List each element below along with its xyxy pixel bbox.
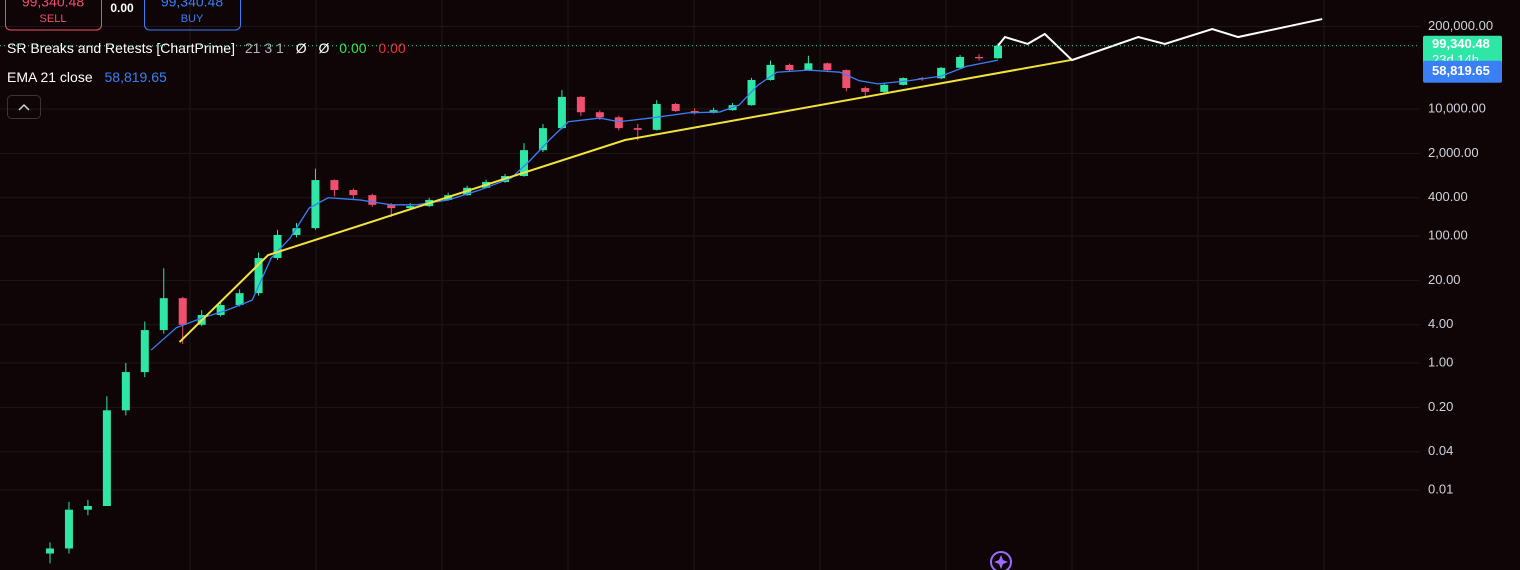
- y-tick-label: 0.20: [1428, 399, 1453, 414]
- indicator-legend[interactable]: SR Breaks and Retests [ChartPrime] 21 3 …: [7, 40, 406, 56]
- candle-body: [614, 117, 623, 129]
- assistant-button[interactable]: [990, 551, 1012, 570]
- y-tick-label: 1.00: [1428, 354, 1453, 369]
- y-tick-label: 0.01: [1428, 481, 1453, 496]
- spread: 0.00: [110, 1, 134, 15]
- indicator-name: EMA 21 close: [7, 69, 93, 85]
- candle-body: [159, 298, 168, 331]
- y-tick-label: 100.00: [1428, 227, 1468, 242]
- candle-body: [519, 150, 528, 177]
- indicator-name: SR Breaks and Retests [ChartPrime]: [7, 40, 235, 56]
- candle-body: [140, 330, 149, 373]
- candle-body: [45, 548, 54, 554]
- candle-body: [785, 64, 794, 71]
- line-series: [997, 18, 1323, 62]
- indicator-legend[interactable]: EMA 21 close 58,819.65: [7, 69, 167, 85]
- candle-body: [576, 96, 585, 113]
- candle-body: [83, 506, 92, 510]
- ema-label: 58,819.65: [1432, 63, 1490, 78]
- y-tick-label: 4.00: [1428, 316, 1453, 331]
- candle-body: [861, 88, 870, 92]
- y-tick-label: 20.00: [1428, 272, 1461, 287]
- indicator-params: 21 3 1: [245, 40, 284, 56]
- candle-body: [880, 84, 889, 92]
- line-series: [150, 59, 999, 351]
- indicator-symbol: Ø: [296, 40, 307, 56]
- candle-body: [633, 128, 642, 130]
- y-tick-label: 10,000.00: [1428, 100, 1486, 115]
- candle-body: [273, 234, 282, 259]
- candle-body: [538, 128, 547, 151]
- candle-body: [216, 304, 225, 316]
- candle-body: [235, 293, 244, 305]
- indicator-value: 58,819.65: [105, 69, 167, 85]
- indicator-value: 0.00: [339, 40, 366, 56]
- assistant-icon: [994, 555, 1008, 569]
- line-series: [178, 59, 1071, 343]
- sell-price: 99,340.48: [22, 0, 84, 10]
- candle-body: [178, 298, 187, 325]
- sell-label: SELL: [40, 13, 67, 25]
- candle-body: [842, 70, 851, 89]
- candle-body: [557, 96, 566, 129]
- candle-body: [766, 64, 775, 80]
- candle-body: [595, 112, 604, 118]
- candle-body: [823, 63, 832, 71]
- y-tick-label: 2,000.00: [1428, 145, 1479, 160]
- collapse-button[interactable]: [7, 95, 41, 119]
- y-tick-label: 200,000.00: [1428, 18, 1493, 33]
- candle-body: [292, 228, 301, 235]
- sell-button[interactable]: [5, 0, 102, 31]
- indicator-symbol: Ø: [318, 40, 329, 56]
- candle-body: [368, 195, 377, 205]
- buy-button[interactable]: [144, 0, 241, 31]
- price-label: 99,340.48: [1432, 36, 1490, 51]
- candle-body: [102, 410, 111, 507]
- candle-body: [406, 206, 415, 209]
- buy-price: 99,340.48: [161, 0, 223, 10]
- candle-body: [254, 258, 263, 294]
- candle-body: [975, 56, 984, 59]
- candle-body: [804, 63, 813, 71]
- collapse-icon: [18, 103, 30, 111]
- candle-body: [64, 509, 73, 549]
- candle-body: [349, 190, 358, 196]
- indicator-value: 0.00: [378, 40, 405, 56]
- candle-body: [121, 372, 130, 411]
- candle-body: [387, 204, 396, 209]
- candle-body: [956, 56, 965, 68]
- candle-body: [690, 111, 699, 113]
- buy-label: BUY: [181, 13, 204, 25]
- y-tick-label: 0.04: [1428, 443, 1453, 458]
- candle-body: [330, 180, 339, 191]
- ema-label-box: [1423, 60, 1502, 83]
- candle-body: [671, 103, 680, 112]
- candle-body: [994, 45, 1003, 59]
- candle-body: [937, 67, 946, 79]
- y-tick-label: 400.00: [1428, 189, 1468, 204]
